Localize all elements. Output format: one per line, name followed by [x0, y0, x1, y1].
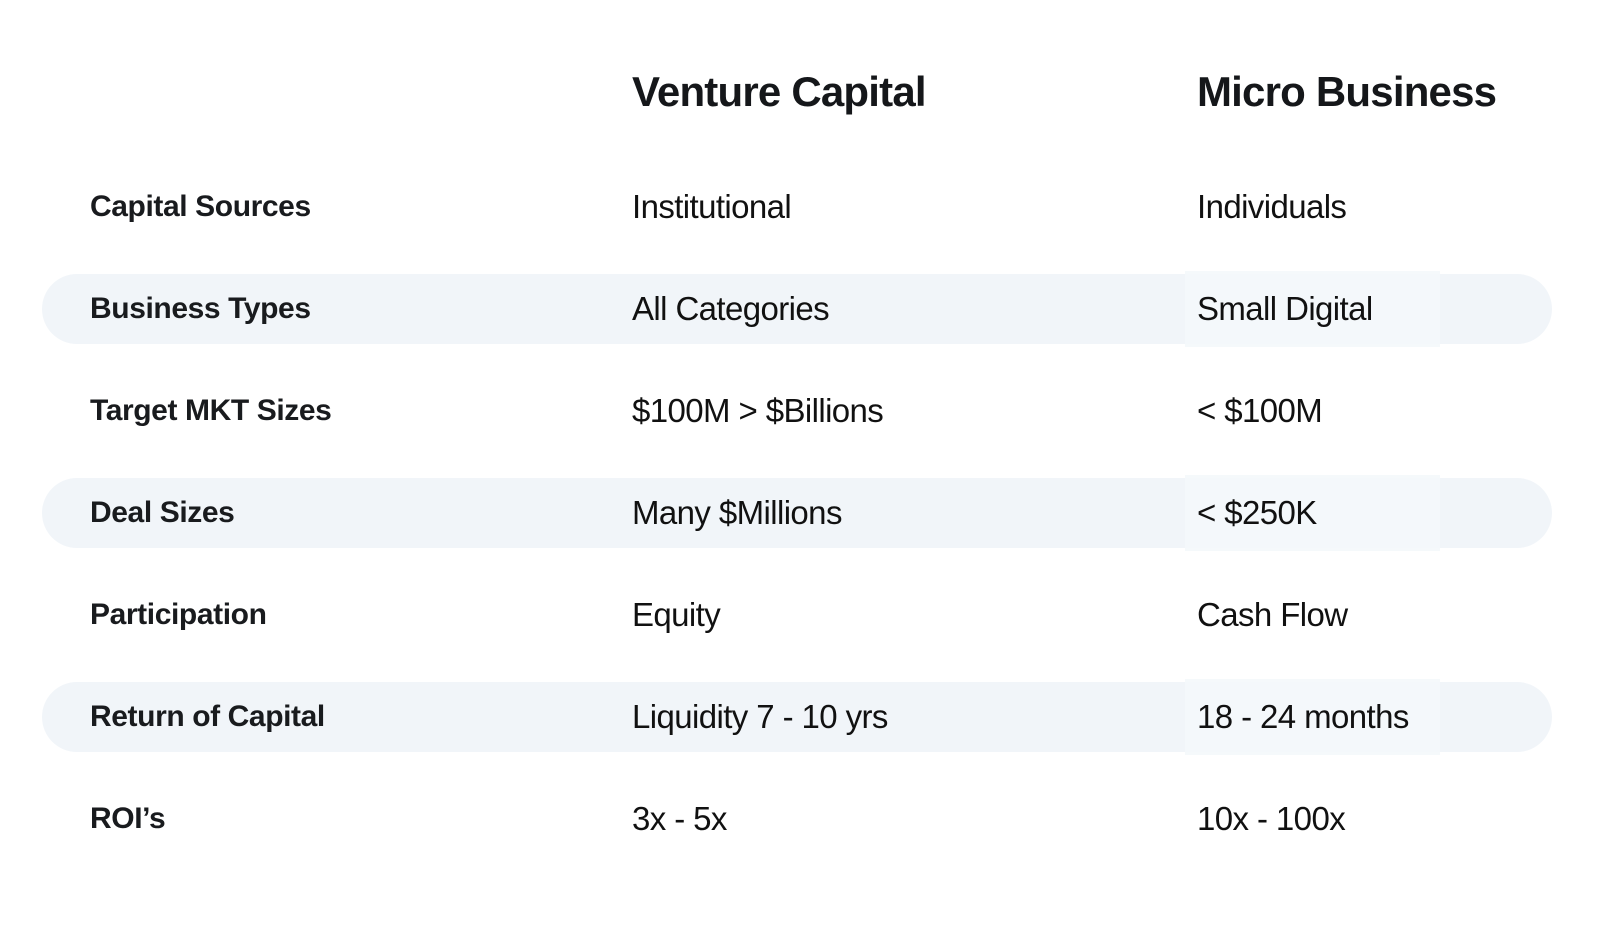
- vc-value: Equity: [632, 596, 721, 633]
- column-header-micro-business: Micro Business: [1197, 68, 1497, 115]
- table-row: Return of Capital Liquidity 7 - 10 yrs 1…: [0, 666, 1600, 768]
- mb-cell-highlight: [1185, 475, 1440, 551]
- row-label: Participation: [90, 598, 267, 631]
- table-row: Deal Sizes Many $Millions < $250K: [0, 462, 1600, 564]
- comparison-table: Venture Capital Micro Business Capital S…: [0, 0, 1600, 870]
- mb-cell-highlight: [1185, 679, 1440, 755]
- mb-value: Individuals: [1197, 188, 1347, 225]
- mb-value: 18 - 24 months: [1197, 698, 1409, 735]
- table-row: Target MKT Sizes $100M > $Billions < $10…: [0, 360, 1600, 462]
- column-header-venture-capital: Venture Capital: [632, 68, 927, 115]
- vc-value: All Categories: [632, 290, 830, 327]
- table-row: Participation Equity Cash Flow: [0, 564, 1600, 666]
- mb-value: Small Digital: [1197, 290, 1373, 327]
- vc-value: $100M > $Billions: [632, 392, 884, 429]
- row-label: ROI’s: [90, 802, 166, 835]
- mb-cell-highlight: [1185, 271, 1440, 347]
- row-label: Capital Sources: [90, 190, 311, 223]
- vc-value: Many $Millions: [632, 494, 842, 531]
- mb-value: Cash Flow: [1197, 596, 1348, 633]
- row-label-column-spacer: [90, 64, 632, 92]
- table-header-row: Venture Capital Micro Business: [0, 0, 1600, 156]
- row-label: Return of Capital: [90, 700, 325, 733]
- mb-value: 10x - 100x: [1197, 800, 1346, 837]
- mb-value: < $100M: [1197, 392, 1323, 429]
- vc-value: 3x - 5x: [632, 800, 727, 837]
- table-row: Capital Sources Institutional Individual…: [0, 156, 1600, 258]
- table-row: Business Types All Categories Small Digi…: [0, 258, 1600, 360]
- row-label: Business Types: [90, 292, 311, 325]
- table-row: ROI’s 3x - 5x 10x - 100x: [0, 768, 1600, 870]
- mb-value: < $250K: [1197, 494, 1317, 531]
- vc-value: Liquidity 7 - 10 yrs: [632, 698, 888, 735]
- row-label: Deal Sizes: [90, 496, 235, 529]
- row-label: Target MKT Sizes: [90, 394, 332, 427]
- vc-value: Institutional: [632, 188, 792, 225]
